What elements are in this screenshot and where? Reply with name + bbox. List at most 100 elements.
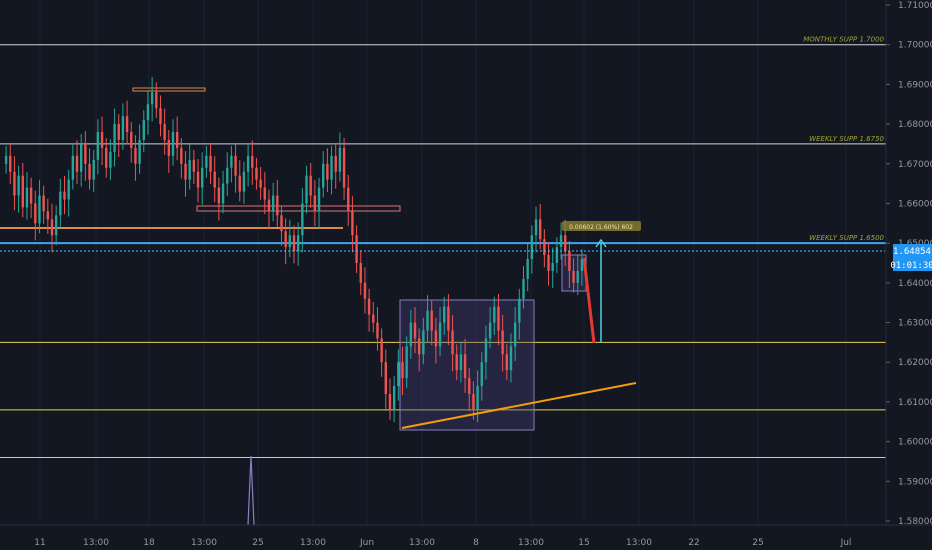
- candle-body: [171, 132, 175, 156]
- last-price-value: 1.64854: [893, 247, 931, 257]
- candle-body: [54, 215, 58, 236]
- candle-body: [96, 132, 100, 160]
- time-tick-label: 22: [688, 538, 699, 548]
- candle-body: [159, 108, 162, 125]
- time-tick-label: 11: [34, 538, 45, 548]
- candle-body: [167, 139, 171, 156]
- candle-body: [555, 247, 559, 263]
- candle-body: [547, 255, 550, 271]
- volume-spike: [247, 455, 255, 526]
- candle-body: [213, 171, 216, 188]
- candle-body: [188, 159, 191, 180]
- price-tick-label: 1.63000: [898, 319, 932, 329]
- candle-body: [488, 322, 492, 339]
- candle-body: [493, 306, 496, 323]
- candle-body: [234, 155, 237, 176]
- candle-body: [105, 147, 108, 168]
- candle-body: [401, 362, 404, 379]
- level-label: WEEKLY SUPP 1.6750: [809, 135, 884, 143]
- price-tick-label: 1.67000: [898, 160, 932, 170]
- range-box[interactable]: [399, 299, 535, 431]
- candle-body: [380, 338, 383, 363]
- candle-body: [342, 147, 346, 188]
- candle-body: [430, 310, 433, 331]
- candle-body: [572, 270, 575, 283]
- candle-body: [242, 171, 246, 192]
- candle-body: [226, 167, 229, 184]
- candle-body: [526, 259, 529, 279]
- candle-body: [309, 175, 312, 196]
- ascending-trendline[interactable]: [401, 382, 637, 429]
- candle-body: [209, 155, 212, 172]
- candle-body: [263, 187, 266, 200]
- candle-body: [201, 167, 204, 188]
- candle-body: [13, 171, 16, 196]
- price-tick-label: 1.62000: [898, 358, 932, 368]
- time-tick-label: 8: [473, 538, 479, 548]
- candle-body: [413, 322, 417, 339]
- candle-body: [355, 235, 358, 263]
- time-tick-label: 13:00: [83, 538, 109, 548]
- candle-body: [372, 314, 375, 323]
- candle-body: [476, 386, 479, 410]
- candle-body: [280, 215, 283, 232]
- candle-body: [17, 175, 20, 196]
- time-axis[interactable]: 11 13:00 18 13:00 25 13:00 Jun 13:00 8 13:00 15 13:…: [34, 538, 851, 548]
- candle-body: [296, 235, 300, 252]
- vertical-grid: [39, 0, 847, 525]
- candle-body: [522, 278, 525, 299]
- candle-body: [146, 104, 150, 121]
- supply-zone[interactable]: [196, 205, 401, 212]
- candle-body: [113, 124, 116, 152]
- candle-body: [451, 330, 454, 355]
- candle-body: [288, 235, 292, 248]
- price-tick-label: 1.60000: [898, 438, 932, 448]
- time-tick-label: 13:00: [300, 538, 326, 548]
- candle-body: [63, 191, 66, 200]
- price-axis[interactable]: 1.58000 1.59000 1.60000 1.61000 1.62000 1.630…: [886, 1, 932, 527]
- candle-body: [463, 354, 467, 379]
- candle-body: [38, 195, 41, 224]
- candle-body: [292, 235, 296, 252]
- candle-body: [142, 120, 145, 140]
- up-arrow-head-icon: [595, 238, 607, 248]
- candle-body: [468, 378, 471, 394]
- candle-body: [397, 362, 400, 387]
- candle-body: [230, 155, 233, 168]
- candle-body: [196, 171, 200, 188]
- candle-body: [276, 195, 279, 216]
- candle-body: [125, 116, 129, 133]
- candle-body: [405, 346, 408, 379]
- candle-body: [576, 270, 579, 283]
- last-price-tag: [893, 244, 932, 258]
- candle-body: [459, 354, 463, 371]
- candle-body: [334, 155, 337, 172]
- candle-body: [530, 235, 534, 260]
- candle-body: [384, 362, 387, 394]
- candle-body: [205, 155, 208, 168]
- candle-body: [559, 235, 563, 248]
- candle-body: [359, 263, 362, 283]
- price-tick-label: 1.66000: [898, 199, 932, 209]
- candle-body: [92, 159, 95, 180]
- candle-body: [338, 147, 342, 172]
- candle-body: [351, 211, 354, 236]
- candle-body: [322, 163, 325, 188]
- resistance-zone-top[interactable]: [132, 87, 206, 92]
- candle-body: [497, 306, 500, 331]
- candle-body: [238, 175, 241, 192]
- candle-body: [388, 393, 392, 410]
- price-tick-label: 1.69000: [898, 80, 932, 90]
- measure-label: 0.00602 (1.60%) 602: [569, 224, 633, 231]
- countdown-tag: [893, 258, 932, 271]
- down-projection-arrow[interactable]: [582, 257, 596, 344]
- candle-body: [138, 139, 141, 164]
- time-tick-label: 13:00: [626, 538, 652, 548]
- candle-body: [363, 282, 367, 299]
- candle-body: [538, 219, 542, 240]
- price-tick-label: 1.70000: [898, 41, 932, 51]
- candle-body: [317, 187, 321, 212]
- candle-body: [4, 155, 8, 164]
- candle-body: [534, 219, 538, 236]
